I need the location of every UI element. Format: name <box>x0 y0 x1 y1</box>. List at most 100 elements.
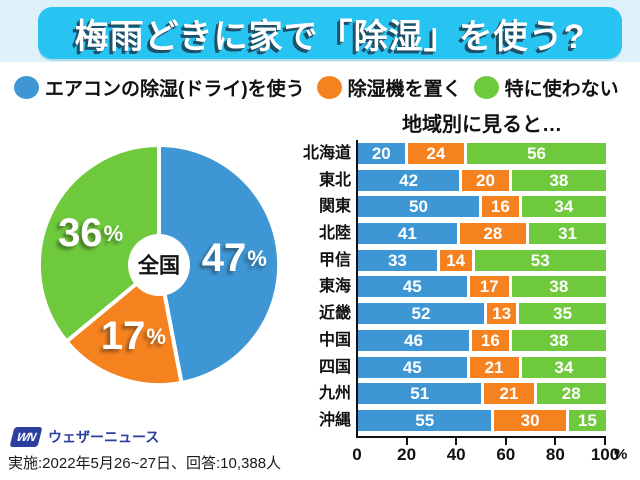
bar-segment: 14 <box>439 249 475 271</box>
bar-segment: 34 <box>521 196 606 218</box>
bar-segment: 24 <box>407 143 468 164</box>
bar-segment: 45 <box>358 276 470 298</box>
bar-segment: 15 <box>568 409 606 431</box>
bar-plot-area: 北海道 20 24 56 東北 42 20 38 関東 50 16 34 北陸 41 28 31 甲信 33 14 5… <box>300 140 606 438</box>
bar-category-label: 甲信 <box>318 251 351 269</box>
bar-segment: 13 <box>486 303 520 325</box>
pie-slice-0 <box>157 143 282 385</box>
bar-stack: 41 28 31 <box>358 223 606 245</box>
bar-segment: 20 <box>462 169 512 191</box>
bar-segment: 50 <box>358 196 482 218</box>
bar-segment: 38 <box>511 276 606 298</box>
bar-row-7: 中国 46 16 38 <box>300 329 606 351</box>
pie-chart-national: 47% 17% 36% 全国 <box>34 140 284 390</box>
bar-row-5: 東海 45 17 38 <box>300 276 606 298</box>
legend-label: 特に使わない <box>504 78 619 100</box>
x-axis-tick <box>604 438 606 445</box>
x-axis-tick <box>405 438 408 445</box>
pie-center-circle <box>128 234 190 296</box>
bar-segment: 45 <box>358 356 470 378</box>
bar-row-6: 近畿 52 13 35 <box>300 303 606 325</box>
legend-dot-icon <box>316 75 342 99</box>
x-axis-tick <box>455 438 458 445</box>
bar-category-label: 北陸 <box>318 225 351 243</box>
bar-stack: 42 20 38 <box>358 169 606 191</box>
bar-segment: 53 <box>474 249 606 271</box>
bar-category-label: 東海 <box>318 278 351 296</box>
logo-text: ウェザーニュース <box>48 429 160 445</box>
bar-row-4: 甲信 33 14 53 <box>300 249 606 271</box>
bar-segment: 35 <box>519 303 606 325</box>
bar-chart-title: 地域別に見ると… <box>402 114 562 136</box>
legend-item-2: 特に使わない <box>473 74 619 101</box>
x-axis-tick-label: 0 <box>352 445 362 464</box>
bar-row-2: 関東 50 16 34 <box>300 196 606 218</box>
bar-category-label: 東北 <box>318 171 351 189</box>
bar-category-label: 四国 <box>318 358 351 376</box>
x-axis-tick <box>504 438 507 445</box>
weathernews-logo: WN ウェザーニュース <box>9 427 160 447</box>
x-axis-tick-label: 40 <box>446 445 466 464</box>
pie-slice-2 <box>36 143 161 344</box>
bar-segment: 34 <box>521 356 606 378</box>
legend-label: 除湿機を置く <box>347 78 462 100</box>
bar-category-label: 北海道 <box>302 145 351 162</box>
bar-segment: 16 <box>472 329 512 351</box>
bar-segment: 41 <box>358 223 460 245</box>
bar-stack: 52 13 35 <box>358 303 606 325</box>
bar-segment: 30 <box>494 409 569 431</box>
bar-segment: 46 <box>358 329 473 351</box>
bar-rows: 北海道 20 24 56 東北 42 20 38 関東 50 16 34 北陸 41 28 31 甲信 33 14 5… <box>300 140 606 434</box>
bar-category-label: 関東 <box>318 198 351 216</box>
legend-dot-icon <box>14 75 39 99</box>
bar-segment: 33 <box>358 249 440 271</box>
bar-segment: 21 <box>469 356 522 378</box>
y-axis-line <box>356 140 358 438</box>
pie-center-title: 全国 <box>137 254 180 278</box>
bar-stack: 33 14 53 <box>358 249 606 271</box>
bar-category-label: 中国 <box>318 331 351 349</box>
bar-row-3: 北陸 41 28 31 <box>300 223 606 245</box>
bar-segment: 55 <box>358 409 495 431</box>
bar-segment: 52 <box>358 303 487 325</box>
bar-segment: 28 <box>536 383 606 405</box>
bar-segment: 21 <box>484 383 537 405</box>
pie-value-label: 47% <box>202 236 267 280</box>
bar-row-0: 北海道 20 24 56 <box>300 143 606 164</box>
x-axis: % 0 20 40 60 80 100 <box>300 438 636 468</box>
x-axis-tick-label: 80 <box>545 445 565 464</box>
bar-stack: 45 21 34 <box>358 356 606 378</box>
legend-dot-icon <box>473 75 499 99</box>
bar-row-9: 九州 51 21 28 <box>300 383 606 405</box>
bar-segment: 28 <box>459 223 530 245</box>
bar-stack: 51 21 28 <box>358 383 606 405</box>
survey-note: 実施:2022年5月26~27日、回答:10,388人 <box>8 455 282 472</box>
bar-stack: 20 24 56 <box>358 143 606 164</box>
x-axis-tick-label: 100 <box>590 445 620 464</box>
x-axis-tick-label: 20 <box>397 445 417 464</box>
pie-chart-svg: 47% 17% 36% 全国 <box>36 143 282 387</box>
regional-bar-chart: 地域別に見ると… 北海道 20 24 56 東北 42 20 38 関東 50 16 34 北陸 41 28… <box>300 112 636 468</box>
bar-segment: 51 <box>358 383 485 405</box>
bar-category-label: 九州 <box>318 385 351 403</box>
x-axis-line <box>356 436 606 438</box>
pie-value-label: 17% <box>101 314 166 358</box>
bar-segment: 38 <box>511 169 606 191</box>
bar-segment: 42 <box>358 169 463 191</box>
bar-stack: 50 16 34 <box>358 196 606 218</box>
x-axis-unit: % <box>614 446 628 463</box>
title-bar: 梅雨どきに家で「除湿」を使う? <box>38 7 622 59</box>
bar-row-8: 四国 45 21 34 <box>300 356 606 378</box>
bar-segment: 17 <box>469 276 512 298</box>
wn-logo-icon: WN <box>9 427 43 447</box>
bar-stack: 46 16 38 <box>358 329 606 351</box>
bar-segment: 20 <box>358 143 408 164</box>
legend-item-0: エアコンの除湿(ドライ)を使う <box>14 74 305 101</box>
page-title: 梅雨どきに家で「除湿」を使う? <box>74 17 586 56</box>
legend-label: エアコンの除湿(ドライ)を使う <box>45 78 305 100</box>
pie-value-label: 36% <box>58 211 123 255</box>
bar-row-10: 沖縄 55 30 15 <box>300 409 606 431</box>
bar-category-label: 近畿 <box>318 305 351 323</box>
bar-row-1: 東北 42 20 38 <box>300 169 606 191</box>
